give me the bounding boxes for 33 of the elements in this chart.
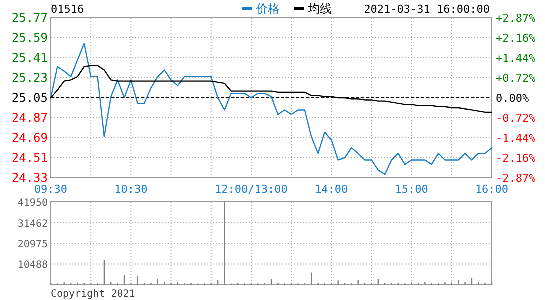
y-tick-label: 25.23: [12, 71, 48, 85]
text: Copyright 2021: [51, 289, 136, 300]
y2-tick-label: 0.00%: [496, 92, 530, 105]
x-tick-label: 14:00: [315, 183, 348, 196]
chart-title: 01516: [51, 3, 84, 16]
y-tick-label: 24.33: [12, 171, 48, 185]
chart-subtitle: 2021-03-31 16:00:00: [364, 3, 490, 16]
y2-tick-label: +0.72%: [496, 72, 536, 85]
legend-label: 均线: [307, 2, 332, 16]
y2-tick-label: +2.87%: [496, 12, 536, 25]
x-tick-label: 15:00: [395, 183, 428, 196]
x-tick-label: 12:00/13:00: [215, 183, 288, 196]
y-tick-label: 25.59: [12, 31, 48, 45]
y-tick-label: 20975: [18, 240, 48, 250]
y2-tick-label: -0.72%: [496, 112, 536, 126]
y-tick-label: 24.87: [12, 111, 48, 125]
y2-tick-label: +2.16%: [496, 32, 536, 45]
x-tick-label: 16:00: [475, 183, 509, 196]
y-tick-label: 25.41: [12, 51, 48, 65]
y-tick-label: 24.51: [12, 151, 48, 165]
x-tick-label: 09:30: [34, 183, 68, 196]
y-tick-label: 25.05: [12, 91, 48, 105]
y2-tick-label: -2.16%: [496, 152, 536, 166]
y-tick-label: 24.69: [12, 131, 48, 145]
y-tick-label: 25.77: [12, 11, 48, 25]
y-tick-label: 10488: [18, 260, 48, 272]
y2-tick-label: -1.44%: [496, 132, 536, 146]
y2-tick-label: +1.44%: [496, 52, 536, 65]
x-tick-label: 10:30: [114, 183, 148, 196]
y-tick-label: 31462: [18, 218, 48, 230]
legend-label: 价格: [255, 2, 280, 16]
y2-tick-label: -2.87%: [496, 172, 536, 185]
y-tick-label: 41950: [18, 198, 48, 209]
